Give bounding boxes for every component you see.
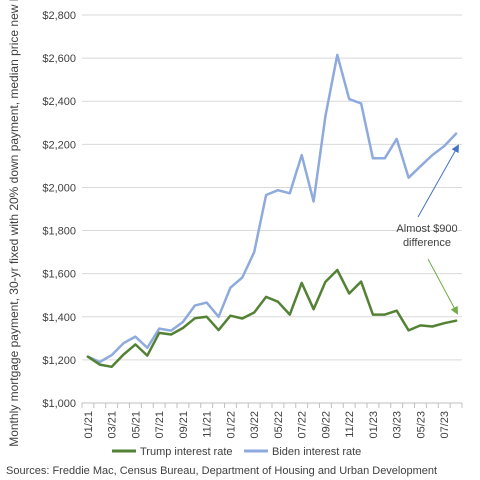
x-tick-label: 07/21 (154, 411, 166, 439)
x-tick-label: 07/22 (297, 411, 309, 439)
x-tick-label: 05/21 (130, 411, 142, 439)
y-tick-label: $1,600 (42, 269, 76, 281)
y-tick-label: $1,800 (42, 226, 76, 238)
x-tick-label: 05/22 (273, 411, 285, 439)
x-tick-label: 03/21 (107, 411, 119, 439)
x-tick-label: 11/22 (344, 411, 356, 438)
y-tick-label: $2,800 (42, 10, 76, 22)
x-axis-ticks: 01/21 03/21 05/21 07/21 09/21 11/21 01/22 03/22… (81, 403, 463, 439)
legend-label-biden: Biden interest rate (272, 446, 361, 458)
legend: Trump interest rate Biden interest rate (112, 446, 361, 458)
gridlines (82, 14, 462, 361)
series-line-biden (86, 53, 458, 364)
x-tick-label: 03/23 (392, 411, 404, 439)
x-tick-label: 09/22 (320, 411, 332, 439)
x-tick-label: 05/23 (415, 411, 427, 439)
x-tick-label: 01/22 (225, 411, 237, 439)
y-tick-label: $1,400 (42, 312, 76, 324)
x-tick-label: 01/23 (368, 411, 380, 439)
x-tick-label: 11/21 (202, 411, 214, 438)
x-tick-label: 01/21 (83, 411, 95, 439)
series-line-trump (86, 268, 458, 369)
y-tick-label: $2,000 (42, 182, 76, 194)
series-lines (86, 53, 458, 369)
x-tick-label: 07/23 (439, 411, 451, 439)
y-tick-label: $2,200 (42, 139, 76, 151)
x-tick-label: 03/22 (249, 411, 261, 439)
annotation-arrow-biden (417, 144, 459, 218)
annotation-arrow-trump (427, 258, 458, 315)
y-tick-label: $2,600 (42, 53, 76, 65)
y-tick-label: $2,400 (42, 96, 76, 108)
y-axis-ticks: $1,000 $1,200 $1,400 $1,600 $1,800 $2,000 $2,2… (42, 10, 76, 410)
source-note: Sources: Freddie Mac, Census Bureau, Dep… (6, 465, 437, 477)
y-tick-label: $1,200 (42, 355, 76, 367)
legend-label-trump: Trump interest rate (140, 446, 233, 458)
annotation-line2: difference (403, 237, 451, 249)
y-axis-label: Monthly mortgage payment, 30-yr fixed wi… (7, 0, 21, 447)
annotation-line1: Almost $900 (396, 223, 457, 235)
x-tick-label: 09/21 (178, 411, 190, 439)
y-tick-label: $1,000 (42, 398, 76, 410)
